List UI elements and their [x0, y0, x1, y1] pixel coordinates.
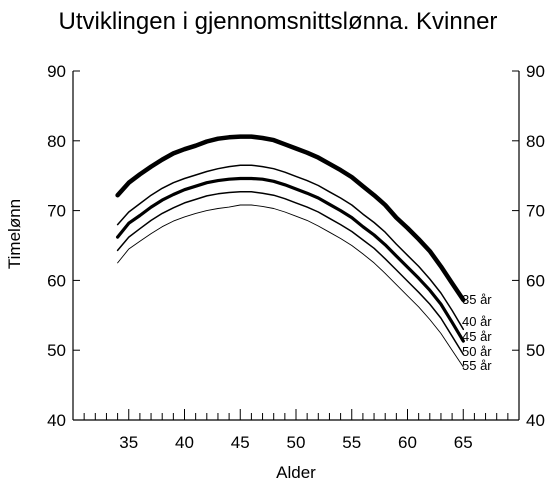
y-tick-label-right: 50 [526, 341, 545, 360]
series-line [116, 191, 465, 356]
series-label: 55 år [462, 358, 492, 373]
tick-marks [73, 70, 519, 421]
axes [72, 71, 520, 421]
x-tick-label: 60 [398, 433, 417, 452]
series-label: 45 år [462, 329, 492, 344]
y-tick-label-right: 90 [526, 62, 545, 81]
y-tick-label-left: 50 [47, 341, 66, 360]
x-axis-title: Alder [276, 463, 316, 482]
series-line [115, 134, 466, 303]
series-label: 35 år [462, 292, 492, 307]
series-line [117, 204, 464, 368]
x-tick-label: 45 [231, 433, 250, 452]
series-line [116, 164, 465, 331]
x-tick-label: 65 [454, 433, 473, 452]
y-tick-label-left: 40 [47, 411, 66, 430]
series-line [115, 176, 465, 343]
series-label: 40 år [462, 314, 492, 329]
y-tick-label-left: 90 [47, 62, 66, 81]
y-tick-label-right: 80 [526, 132, 545, 151]
y-tick-label-left: 80 [47, 132, 66, 151]
series-lines [115, 134, 466, 368]
series-label: 50 år [462, 344, 492, 359]
y-tick-label-right: 70 [526, 202, 545, 221]
x-tick-label: 35 [119, 433, 138, 452]
tick-labels: 35 40 45 50 55 60 65 40 40 50 50 60 60 70 70 80 80 90 90 [47, 62, 545, 452]
y-tick-label-left: 70 [47, 202, 66, 221]
x-tick-label: 55 [342, 433, 361, 452]
y-tick-label-right: 60 [526, 271, 545, 290]
x-tick-label: 50 [287, 433, 306, 452]
x-tick-label: 40 [175, 433, 194, 452]
chart-title: Utviklingen i gjennomsnittslønna. Kvinne… [59, 8, 498, 35]
y-tick-label-left: 60 [47, 271, 66, 290]
y-tick-label-right: 40 [526, 411, 545, 430]
y-axis-title: Timelønn [5, 199, 24, 269]
